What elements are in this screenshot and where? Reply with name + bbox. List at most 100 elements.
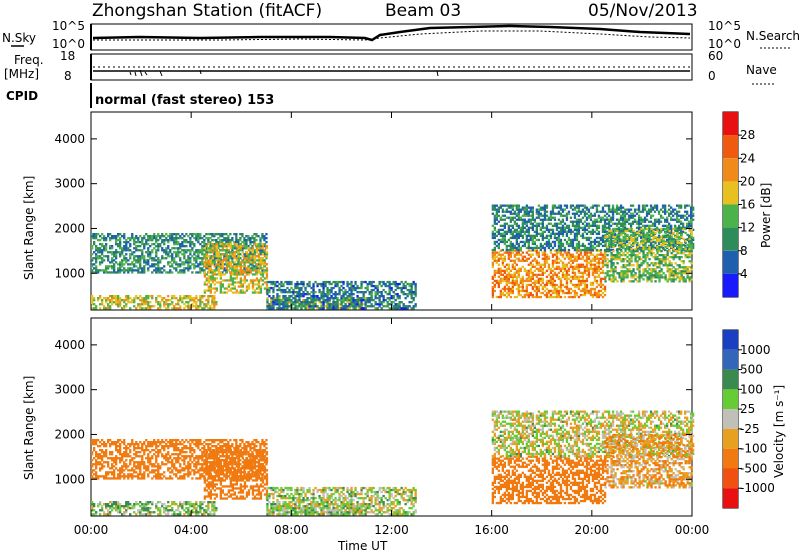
power-cell — [230, 265, 232, 267]
power-cell — [139, 245, 141, 247]
power-cell — [316, 297, 318, 299]
power-cell — [189, 257, 191, 259]
power-cell — [254, 279, 256, 281]
power-cell — [520, 268, 522, 270]
power-cell — [680, 229, 682, 231]
power-cell — [496, 215, 498, 217]
power-cell — [251, 267, 253, 269]
power-cell — [205, 243, 207, 245]
power-cell — [624, 217, 626, 219]
power-cell — [606, 246, 608, 248]
power-cell — [409, 301, 411, 303]
power-cell — [614, 244, 616, 246]
power-cell — [608, 260, 610, 262]
power-cell — [236, 249, 238, 251]
power-cell — [526, 221, 528, 223]
power-cell — [510, 249, 512, 251]
power-cell — [163, 235, 165, 237]
power-cell — [502, 225, 504, 227]
power-cell — [624, 272, 626, 274]
power-cell — [526, 215, 528, 217]
power-cell — [580, 290, 582, 292]
power-cell — [508, 239, 510, 241]
power-cell — [95, 269, 97, 271]
power-cell — [572, 276, 574, 278]
power-cell — [492, 205, 494, 207]
power-cell — [622, 266, 624, 268]
power-cell — [214, 271, 216, 273]
power-cell — [532, 272, 534, 274]
power-cell — [358, 297, 360, 299]
power-cell — [143, 299, 145, 301]
power-cell — [566, 233, 568, 235]
power-cell — [210, 283, 212, 285]
power-cell — [133, 237, 135, 239]
power-cell — [590, 245, 592, 247]
power-cell — [206, 273, 208, 275]
power-cell — [137, 267, 139, 269]
power-cell — [626, 252, 628, 254]
power-cell — [127, 295, 129, 297]
power-cell — [536, 245, 538, 247]
power-cell — [284, 303, 286, 305]
power-cell — [516, 223, 518, 225]
power-cell — [238, 245, 240, 247]
power-cell — [578, 221, 580, 223]
power-cell — [492, 288, 494, 290]
power-cell — [209, 307, 211, 309]
power-cell — [516, 258, 518, 260]
power-cell — [644, 244, 646, 246]
power-cell — [584, 231, 586, 233]
power-cell — [320, 307, 322, 309]
power-cell — [550, 284, 552, 286]
power-cell — [346, 305, 348, 307]
power-cell — [512, 284, 514, 286]
power-cell — [640, 221, 642, 223]
power-cell — [225, 241, 227, 243]
power-cell — [261, 235, 263, 237]
power-cell — [552, 280, 554, 282]
power-cell — [260, 261, 262, 263]
power-cell — [238, 247, 240, 249]
power-cell — [512, 252, 514, 254]
power-cell — [203, 249, 205, 251]
power-cell — [634, 215, 636, 217]
power-cell — [646, 205, 648, 207]
power-cell — [536, 264, 538, 266]
power-cell — [596, 280, 598, 282]
power-cell — [500, 290, 502, 292]
power-cell — [236, 245, 238, 247]
power-cell — [618, 213, 620, 215]
power-cell — [151, 249, 153, 251]
power-cell — [564, 223, 566, 225]
power-cell — [586, 249, 588, 251]
power-cell — [125, 299, 127, 301]
power-cell — [205, 303, 207, 305]
power-cell — [216, 263, 218, 265]
power-cell — [240, 271, 242, 273]
noise-sky-trace — [93, 26, 690, 40]
power-cell — [566, 276, 568, 278]
power-cell — [526, 290, 528, 292]
power-cell — [608, 278, 610, 280]
power-cell — [518, 205, 520, 207]
power-cell — [365, 287, 367, 289]
power-cell — [562, 209, 564, 211]
power-cell — [526, 286, 528, 288]
power-cell — [393, 295, 395, 297]
power-cell — [610, 211, 612, 213]
power-cell — [195, 237, 197, 239]
power-cell — [526, 211, 528, 213]
power-cell — [576, 223, 578, 225]
power-cell — [656, 221, 658, 223]
power-cell — [210, 263, 212, 265]
power-cell — [514, 247, 516, 249]
power-cell — [518, 235, 520, 237]
power-cell — [592, 260, 594, 262]
power-cell — [550, 282, 552, 284]
power-cell — [403, 285, 405, 287]
power-cell — [598, 231, 600, 233]
power-cell — [598, 241, 600, 243]
power-cell — [314, 295, 316, 297]
power-cell — [632, 238, 634, 240]
